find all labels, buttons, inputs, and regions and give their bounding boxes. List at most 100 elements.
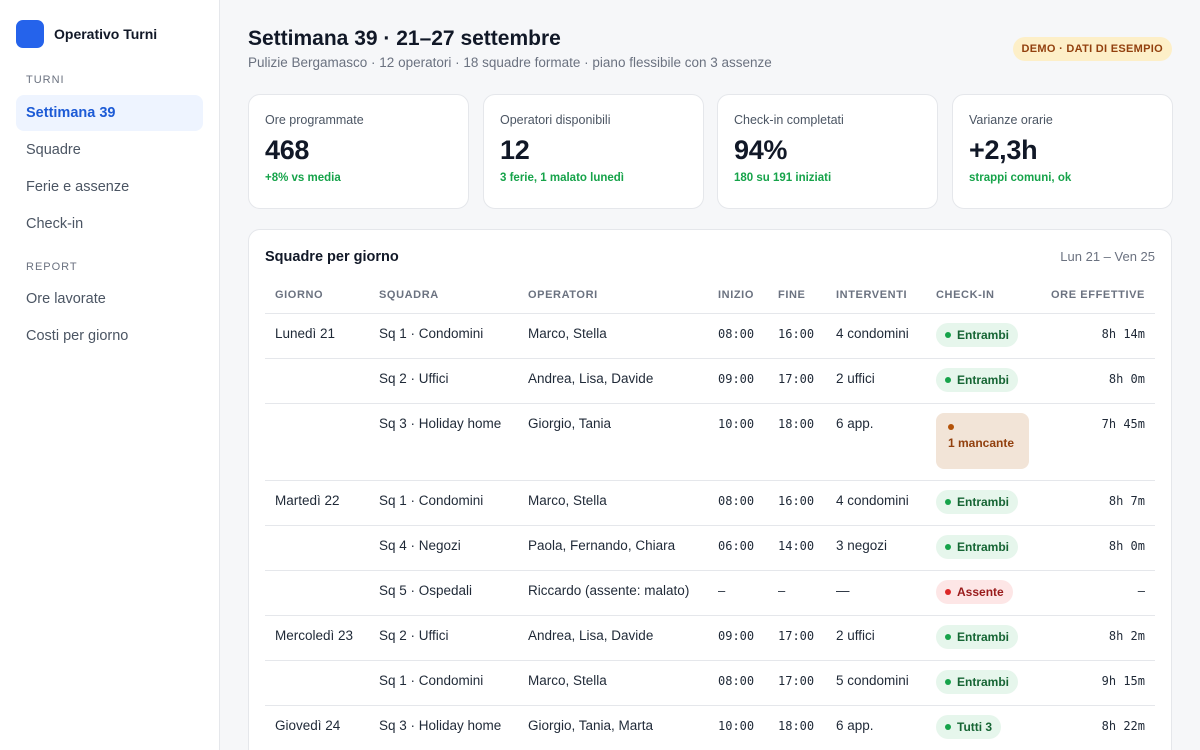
table-row[interactable]: Giovedì 24 Sq 3 · Holiday home Giorgio, Ta… — [265, 705, 1155, 750]
cell-operators: Riccardo (assente: malato) — [518, 570, 708, 616]
demo-badge: DEMO · DATI DI ESEMPIO — [1012, 37, 1172, 61]
cell-start: 09:00 — [708, 358, 768, 404]
nav-section-turni: TURNI — [26, 74, 65, 86]
table-title: Squadre per giorno — [265, 249, 399, 265]
app-logo-icon — [16, 20, 44, 48]
col-header-interventi: INTERVENTI — [826, 278, 926, 314]
status-dot-icon — [945, 588, 951, 595]
check-in-status-label: Entrambi — [957, 629, 1010, 644]
kpi-label: Varianze orarie — [969, 113, 1053, 127]
sidebar-item-squadre[interactable]: Squadre — [26, 142, 81, 158]
cell-hours: 9h 15m — [1038, 660, 1155, 706]
kpi-note: strappi comuni, ok — [969, 172, 1072, 184]
table-row[interactable]: Mercoledì 23 Sq 2 · Uffici Andrea, Lisa, D… — [265, 615, 1155, 661]
cell-operators: Giorgio, Tania — [518, 403, 708, 481]
sidebar-item-ferie-assenze[interactable]: Ferie e assenze — [26, 179, 130, 195]
cell-check-in: Entrambi — [926, 615, 1038, 661]
cell-jobs: — — [826, 570, 926, 616]
table-row[interactable]: Sq 2 · Uffici Andrea, Lisa, Davide 09:00 17… — [265, 358, 1155, 404]
check-in-status-badge: Entrambi — [936, 534, 1019, 559]
cell-start: 08:00 — [708, 480, 768, 526]
cell-start: 06:00 — [708, 525, 768, 571]
cell-team: Sq 1 · Condomini — [369, 313, 518, 359]
sidebar-item-check-in[interactable]: Check-in — [26, 216, 84, 232]
cell-check-in: Assente — [926, 570, 1038, 616]
kpi-value: +2,3h — [969, 135, 1038, 165]
status-dot-icon — [945, 543, 951, 550]
sidebar-item-costi-per-giorno[interactable]: Costi per giorno — [26, 328, 129, 344]
col-header-fine: FINE — [768, 278, 826, 314]
cell-hours: 8h 7m — [1038, 480, 1155, 526]
cell-check-in: Entrambi — [926, 313, 1038, 359]
cell-day: Martedì 22 — [265, 480, 369, 526]
status-dot-icon — [948, 423, 954, 430]
cell-day — [265, 660, 369, 706]
check-in-status-badge: Assente — [936, 579, 1013, 604]
table-row[interactable]: Lunedì 21 Sq 1 · Condomini Marco, Stella 08… — [265, 313, 1155, 359]
kpi-card-varianze-orarie: Varianze orarie +2,3h strappi comuni, ok — [952, 94, 1173, 209]
cell-end: 16:00 — [768, 480, 826, 526]
cell-jobs: 3 negozi — [826, 525, 926, 571]
page-title: Settimana 39 · 21–27 settembre — [248, 27, 561, 50]
cell-check-in: Entrambi — [926, 480, 1038, 526]
cell-check-in: Entrambi — [926, 358, 1038, 404]
check-in-status-label: Entrambi — [957, 327, 1010, 342]
kpi-value: 94% — [734, 135, 788, 165]
cell-jobs: 2 uffici — [826, 615, 926, 661]
app-name: Operativo Turni — [54, 26, 158, 42]
table-row[interactable]: Sq 3 · Holiday home Giorgio, Tania 10:00 18… — [265, 403, 1155, 481]
table-header-row: GIORNO SQUADRA OPERATORI INIZIO FINE INT… — [265, 278, 1155, 314]
cell-team: Sq 1 · Condomini — [369, 660, 518, 706]
col-header-inizio: INIZIO — [708, 278, 768, 314]
check-in-status-label: Assente — [957, 584, 1004, 599]
check-in-status-label: Entrambi — [957, 674, 1010, 689]
cell-team: Sq 5 · Ospedali — [369, 570, 518, 616]
table-row[interactable]: Sq 1 · Condomini Marco, Stella 08:00 17:00 5… — [265, 660, 1155, 706]
status-dot-icon — [945, 678, 951, 685]
check-in-status-label: Tutti 3 — [957, 719, 993, 734]
page-subtitle: Pulizie Bergamasco · 12 operatori · 18 s… — [248, 55, 772, 70]
cell-operators: Marco, Stella — [518, 313, 708, 359]
kpi-card-ore-programmate: Ore programmate 468 +8% vs media — [248, 94, 469, 209]
sidebar-item-ore-lavorate[interactable]: Ore lavorate — [26, 291, 106, 307]
cell-hours: 8h 0m — [1038, 525, 1155, 571]
col-header-squadra: SQUADRA — [369, 278, 518, 314]
cell-end: 17:00 — [768, 660, 826, 706]
cell-operators: Giorgio, Tania, Marta — [518, 705, 708, 750]
cell-team: Sq 1 · Condomini — [369, 480, 518, 526]
cell-day: Mercoledì 23 — [265, 615, 369, 661]
cell-jobs: 4 condomini — [826, 313, 926, 359]
kpi-label: Check-in completati — [734, 113, 844, 127]
cell-hours: 7h 45m — [1038, 403, 1155, 481]
cell-check-in: Entrambi — [926, 660, 1038, 706]
cell-operators: Andrea, Lisa, Davide — [518, 358, 708, 404]
cell-start: 09:00 — [708, 615, 768, 661]
cell-day: Lunedì 21 — [265, 313, 369, 359]
status-dot-icon — [945, 376, 951, 383]
col-header-ore-effettive: ORE EFFETTIVE — [1038, 278, 1155, 314]
cell-hours: 8h 0m — [1038, 358, 1155, 404]
cell-end: 17:00 — [768, 615, 826, 661]
cell-hours: 8h 2m — [1038, 615, 1155, 661]
cell-end: 18:00 — [768, 705, 826, 750]
cell-start: 10:00 — [708, 705, 768, 750]
cell-operators: Marco, Stella — [518, 480, 708, 526]
cell-team: Sq 2 · Uffici — [369, 358, 518, 404]
table-row[interactable]: Sq 5 · Ospedali Riccardo (assente: malato… — [265, 570, 1155, 616]
check-in-status-badge: Entrambi — [936, 367, 1019, 392]
cell-team: Sq 3 · Holiday home — [369, 403, 518, 481]
table-row[interactable]: Martedì 22 Sq 1 · Condomini Marco, Stella 0… — [265, 480, 1155, 526]
cell-day — [265, 403, 369, 481]
cell-day: Giovedì 24 — [265, 705, 369, 750]
cell-hours: 8h 14m — [1038, 313, 1155, 359]
cell-start: 08:00 — [708, 313, 768, 359]
check-in-status-badge: Entrambi — [936, 489, 1019, 514]
cell-operators: Andrea, Lisa, Davide — [518, 615, 708, 661]
brand[interactable]: Operativo Turni — [16, 20, 157, 48]
sidebar-item-settimana-39[interactable]: Settimana 39 — [16, 95, 203, 131]
cell-team: Sq 4 · Negozi — [369, 525, 518, 571]
table-row[interactable]: Sq 4 · Negozi Paola, Fernando, Chiara 06:0… — [265, 525, 1155, 571]
kpi-card-check-in-completati: Check-in completati 94% 180 su 191 inizi… — [717, 94, 938, 209]
check-in-status-badge: Entrambi — [936, 669, 1019, 694]
cell-day — [265, 358, 369, 404]
